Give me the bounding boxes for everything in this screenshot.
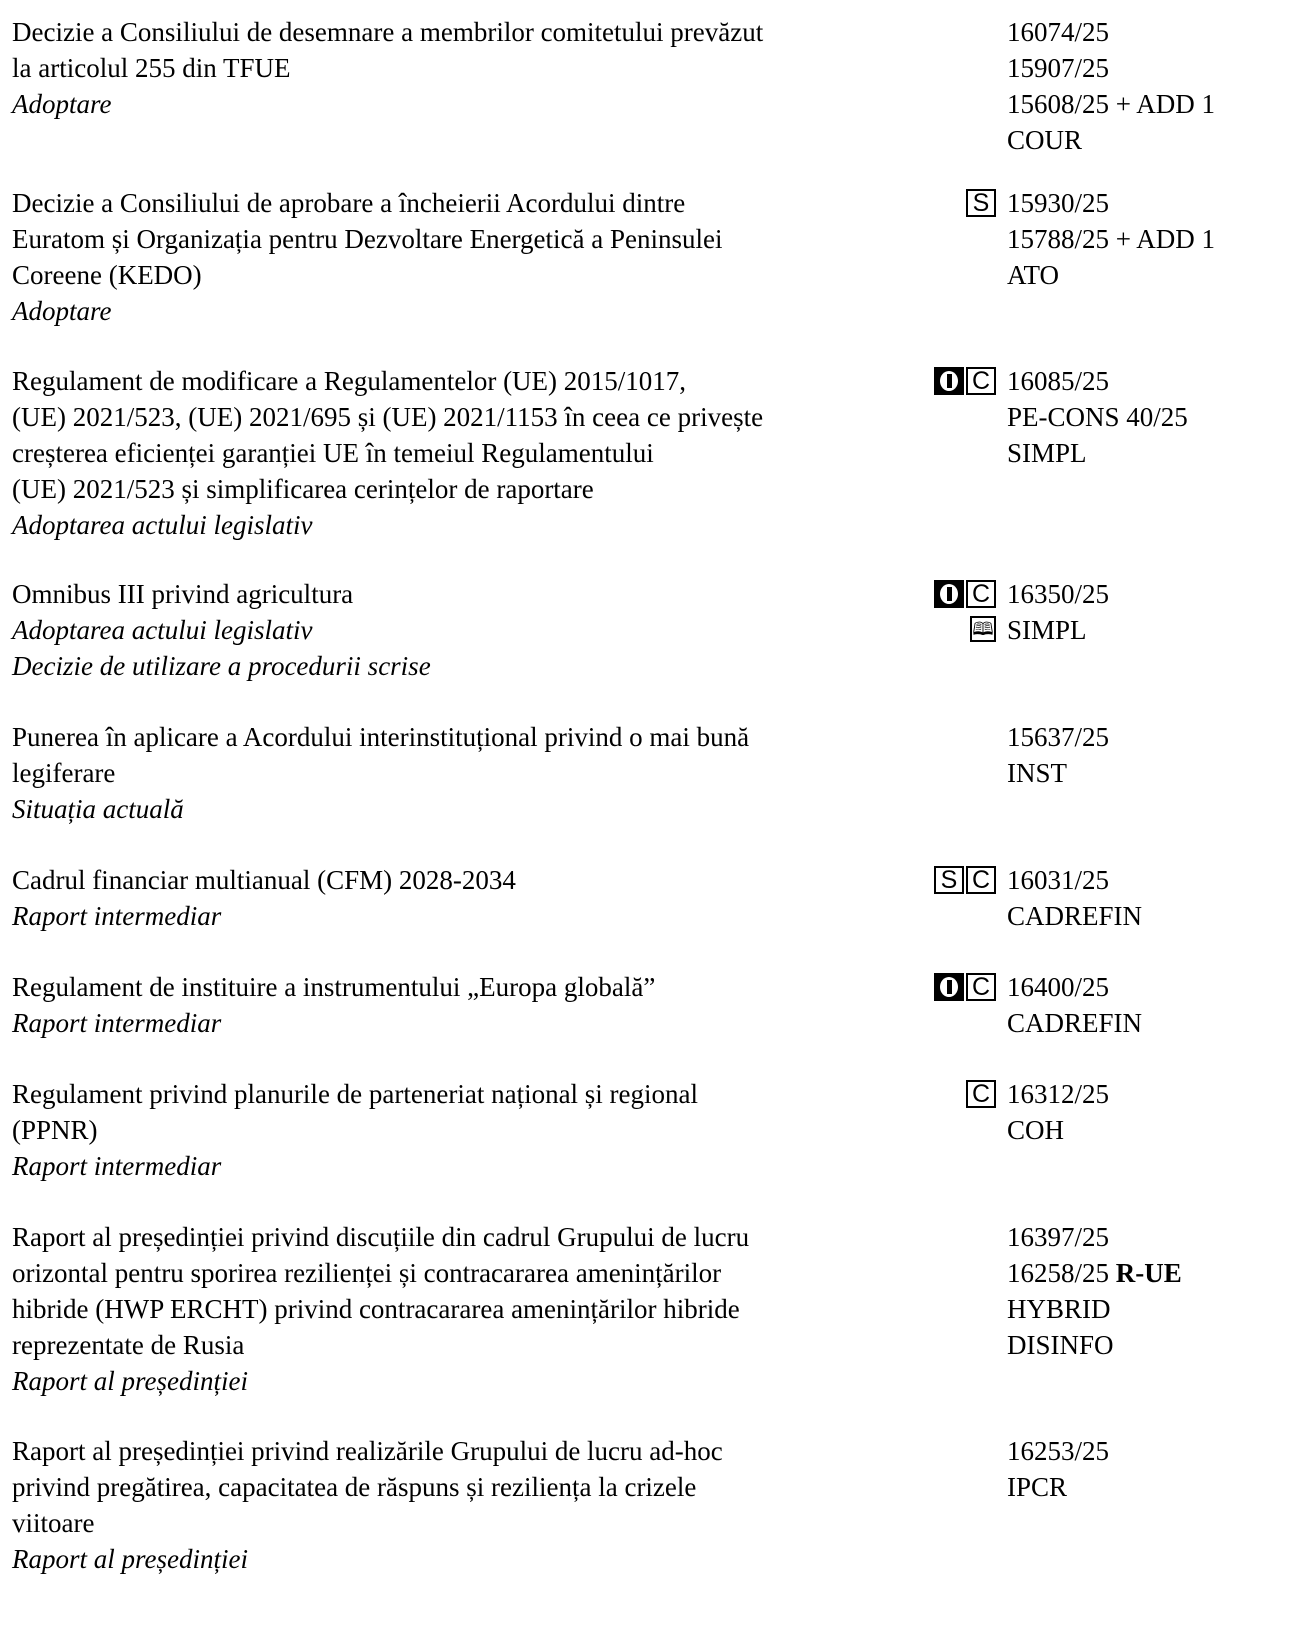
document-references: 15930/25 15788/25 + ADD 1 ATO [1007, 185, 1287, 293]
document-references: 16312/25 COH [1007, 1076, 1287, 1148]
item-action: Adoptarea actului legislativ [12, 615, 313, 645]
document-references: 16085/25 PE-CONS 40/25 SIMPL [1007, 363, 1287, 471]
document-references: 16350/25 SIMPL [1007, 576, 1287, 648]
doc-ref: CADREFIN [1007, 901, 1143, 931]
item-description: Decizie a Consiliului de aprobare a înch… [12, 185, 912, 329]
item-action: Raport al președinției [12, 1366, 248, 1396]
doc-ref: 15907/25 [1007, 53, 1110, 83]
doc-ref: DISINFO [1007, 1330, 1114, 1360]
item-description: Regulament de modificare a Regulamentelo… [12, 363, 912, 543]
doc-ref: IPCR [1007, 1472, 1068, 1502]
document-references: 16074/25 15907/25 15608/25 + ADD 1 COUR [1007, 14, 1287, 158]
item-action: Raport intermediar [12, 901, 222, 931]
document-references: 16253/25 IPCR [1007, 1433, 1287, 1505]
document-references: 16031/25 CADREFIN [1007, 862, 1287, 934]
doc-ref: SIMPL [1007, 615, 1087, 645]
item-action: Adoptarea actului legislativ [12, 510, 313, 540]
item-title-line: Regulament privind planurile de partener… [12, 1079, 699, 1109]
item-title-line: orizontal pentru sporirea rezilienței și… [12, 1258, 722, 1288]
doc-ref: 16400/25 [1007, 972, 1110, 1002]
item-title-line: legiferare [12, 758, 116, 788]
item-title-line: Regulament de modificare a Regulamentelo… [12, 366, 687, 396]
doc-ref: 16031/25 [1007, 865, 1110, 895]
document-references: 16400/25 CADREFIN [1007, 969, 1287, 1041]
item-title-line: Raport al președinției privind realizări… [12, 1436, 723, 1466]
item-markers: C [876, 367, 996, 439]
item-description: Raport al președinției privind discuțiil… [12, 1219, 912, 1399]
item-title-line: (UE) 2021/523, (UE) 2021/695 și (UE) 202… [12, 402, 764, 432]
c-marker-icon: C [966, 866, 996, 894]
s-marker-icon: S [966, 189, 996, 217]
doc-ref-number: 16258/25 [1007, 1258, 1110, 1288]
item-title-line: la articolul 255 din TFUE [12, 53, 291, 83]
doc-ref: 15608/25 + ADD 1 [1007, 89, 1215, 119]
ordinary-procedure-icon [934, 580, 964, 608]
item-title-line: Punerea în aplicare a Acordului interins… [12, 722, 750, 752]
doc-ref: PE-CONS 40/25 [1007, 402, 1188, 432]
item-description: Raport al președinției privind realizări… [12, 1433, 912, 1577]
item-markers: C [876, 973, 996, 1045]
item-description: Omnibus III privind agricultura Adoptare… [12, 576, 912, 684]
doc-ref: CADREFIN [1007, 1008, 1143, 1038]
c-marker-icon: C [966, 367, 996, 395]
doc-ref: 16350/25 [1007, 579, 1110, 609]
item-title-line: hibride (HWP ERCHT) privind contracarare… [12, 1294, 740, 1324]
doc-ref-with-classification: 16258/25 R-UE [1007, 1255, 1287, 1291]
item-title-line: privind pregătirea, capacitatea de răspu… [12, 1472, 697, 1502]
item-title-line: Cadrul financiar multianual (CFM) 2028-2… [12, 865, 516, 895]
doc-ref: COH [1007, 1115, 1065, 1145]
item-action: Raport al președinției [12, 1544, 248, 1574]
item-markers: S [876, 189, 996, 261]
item-markers: C 🕮 [876, 580, 996, 652]
doc-ref: ATO [1007, 260, 1060, 290]
doc-ref: 15637/25 [1007, 722, 1110, 752]
item-action: Raport intermediar [12, 1008, 222, 1038]
doc-ref: 15788/25 + ADD 1 [1007, 224, 1215, 254]
doc-ref: SIMPL [1007, 438, 1087, 468]
item-title-line: Omnibus III privind agricultura [12, 579, 354, 609]
doc-ref: 16253/25 [1007, 1436, 1110, 1466]
item-title-line: reprezentate de Rusia [12, 1330, 245, 1360]
c-marker-icon: C [966, 1080, 996, 1108]
doc-ref: COUR [1007, 125, 1083, 155]
item-title-line: Coreene (KEDO) [12, 260, 202, 290]
item-title-line: Euratom și Organizația pentru Dezvoltare… [12, 224, 723, 254]
classification-label: R-UE [1115, 1258, 1182, 1288]
s-marker-icon: S [934, 866, 964, 894]
document-references: 16397/25 16258/25 R-UE HYBRID DISINFO [1007, 1219, 1287, 1363]
item-title-line: Raport al președinției privind discuțiil… [12, 1222, 750, 1252]
doc-ref: 16397/25 [1007, 1222, 1110, 1252]
item-description: Regulament de instituire a instrumentulu… [12, 969, 912, 1041]
item-action: Adoptare [12, 296, 112, 326]
item-title-line: viitoare [12, 1508, 95, 1538]
item-title-line: Decizie a Consiliului de aprobare a înch… [12, 188, 686, 218]
item-title-line: Regulament de instituire a instrumentulu… [12, 972, 656, 1002]
item-action: Adoptare [12, 89, 112, 119]
c-marker-icon: C [966, 973, 996, 1001]
item-markers: S C [876, 866, 996, 938]
item-title-line: creșterea eficienței garanției UE în tem… [12, 438, 654, 468]
item-description: Decizie a Consiliului de desemnare a mem… [12, 14, 912, 122]
doc-ref: 16085/25 [1007, 366, 1110, 396]
c-marker-icon: C [966, 580, 996, 608]
doc-ref: 16312/25 [1007, 1079, 1110, 1109]
doc-ref: 16074/25 [1007, 17, 1110, 47]
doc-ref: HYBRID [1007, 1294, 1111, 1324]
item-action-secondary: Decizie de utilizare a procedurii scrise [12, 651, 431, 681]
item-title-line: (PPNR) [12, 1115, 98, 1145]
item-description: Regulament privind planurile de partener… [12, 1076, 912, 1184]
item-title-line: Decizie a Consiliului de desemnare a mem… [12, 17, 764, 47]
item-action: Raport intermediar [12, 1151, 222, 1181]
item-description: Punerea în aplicare a Acordului interins… [12, 719, 912, 827]
doc-ref: INST [1007, 758, 1067, 788]
item-markers: C [876, 1080, 996, 1152]
item-action: Situația actuală [12, 794, 184, 824]
written-procedure-book-icon: 🕮 [970, 616, 996, 642]
item-title-line: (UE) 2021/523 și simplificarea cerințelo… [12, 474, 594, 504]
document-references: 15637/25 INST [1007, 719, 1287, 791]
item-description: Cadrul financiar multianual (CFM) 2028-2… [12, 862, 912, 934]
doc-ref: 15930/25 [1007, 188, 1110, 218]
ordinary-procedure-icon [934, 973, 964, 1001]
ordinary-procedure-icon [934, 367, 964, 395]
